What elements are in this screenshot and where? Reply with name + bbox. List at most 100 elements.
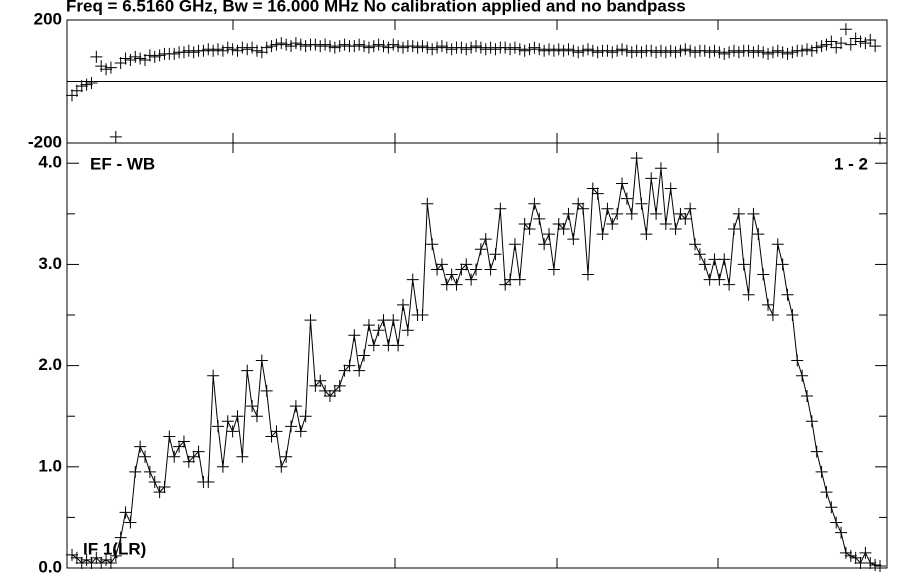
data-cross <box>796 369 809 382</box>
data-cross <box>659 217 672 230</box>
data-cross <box>616 43 629 56</box>
data-cross <box>431 263 444 276</box>
data-cross <box>353 38 366 51</box>
data-cross <box>849 551 862 564</box>
data-cross <box>830 516 843 529</box>
data-cross <box>445 43 458 56</box>
data-cross <box>280 450 293 463</box>
data-cross <box>606 46 619 59</box>
data-cross <box>129 50 142 63</box>
data-cross <box>645 172 658 185</box>
if-label: IF 1(LR) <box>83 539 146 558</box>
data-cross <box>771 44 784 57</box>
data-cross <box>70 551 83 564</box>
data-cross <box>139 450 152 463</box>
data-cross <box>591 187 604 200</box>
data-cross <box>221 41 234 54</box>
data-cross <box>742 288 755 301</box>
data-cross <box>387 314 400 327</box>
data-cross <box>713 273 726 286</box>
data-cross <box>800 43 813 56</box>
data-cross <box>401 324 414 337</box>
data-cross <box>839 23 852 36</box>
data-cross <box>727 223 740 236</box>
data-cross <box>289 37 302 50</box>
data-cross <box>859 37 872 50</box>
data-cross <box>825 35 838 48</box>
data-cross <box>95 60 108 73</box>
data-cross <box>114 57 127 70</box>
data-cross <box>353 364 366 377</box>
data-cross <box>786 309 799 322</box>
data-cross <box>484 263 497 276</box>
data-cross <box>445 268 458 281</box>
data-cross <box>109 549 122 562</box>
data-cross <box>470 40 482 53</box>
data-cross <box>426 43 439 56</box>
data-cross <box>528 41 541 54</box>
data-cross <box>377 40 390 53</box>
data-cross <box>572 197 585 210</box>
data-cross <box>572 46 585 59</box>
data-cross <box>260 41 273 54</box>
data-cross <box>815 40 828 53</box>
data-cross <box>601 202 614 215</box>
data-cross <box>66 89 78 102</box>
data-cross <box>362 319 375 332</box>
data-cross <box>810 445 823 458</box>
data-cross <box>830 41 843 54</box>
data-cross <box>606 217 619 230</box>
data-cross <box>314 374 327 387</box>
data-cross <box>693 248 706 261</box>
data-cross <box>538 238 551 251</box>
data-cross <box>625 207 638 220</box>
data-cross <box>348 329 361 342</box>
data-cross <box>679 43 692 56</box>
data-cross <box>562 43 575 56</box>
data-cross <box>771 238 784 251</box>
data-cross <box>153 49 166 62</box>
data-cross <box>547 263 560 276</box>
data-cross <box>299 40 312 53</box>
data-cross <box>435 40 448 53</box>
data-cross <box>835 526 848 539</box>
data-cross <box>474 243 487 256</box>
data-cross <box>75 80 88 93</box>
data-cross <box>148 475 161 488</box>
data-cross <box>343 359 356 372</box>
data-cross <box>752 44 765 57</box>
data-cross <box>684 202 697 215</box>
data-cross <box>562 207 575 220</box>
data-cross <box>104 556 117 569</box>
data-cross <box>129 465 142 478</box>
y-tick-label: 1.0 <box>38 456 62 475</box>
data-cross <box>815 465 828 478</box>
data-cross <box>664 182 677 195</box>
data-cross <box>479 233 492 246</box>
data-cross <box>139 53 152 66</box>
data-cross <box>489 248 502 261</box>
data-cross <box>825 501 838 514</box>
data-cross <box>552 217 565 230</box>
y-tick-label: 3.0 <box>38 254 62 273</box>
chart-title: Freq = 6.5160 GHz, Bw = 16.000 MHz No ca… <box>66 0 686 15</box>
data-cross <box>874 559 886 572</box>
data-cross <box>611 207 624 220</box>
data-cross <box>328 384 341 397</box>
data-cross <box>508 238 521 251</box>
data-cross <box>202 475 215 488</box>
data-cross <box>275 37 288 50</box>
data-cross <box>372 324 385 337</box>
data-cross <box>523 223 536 236</box>
y-tick-label: 200 <box>34 9 62 28</box>
data-cross <box>518 44 531 57</box>
data-cross <box>854 35 867 48</box>
data-cross <box>104 61 117 74</box>
data-cross <box>421 197 434 210</box>
data-cross <box>732 46 745 59</box>
data-cross <box>90 50 103 63</box>
data-cross <box>747 207 760 220</box>
data-cross <box>265 430 278 443</box>
baseline-label: EF - WB <box>90 154 155 173</box>
data-cross <box>80 78 93 91</box>
